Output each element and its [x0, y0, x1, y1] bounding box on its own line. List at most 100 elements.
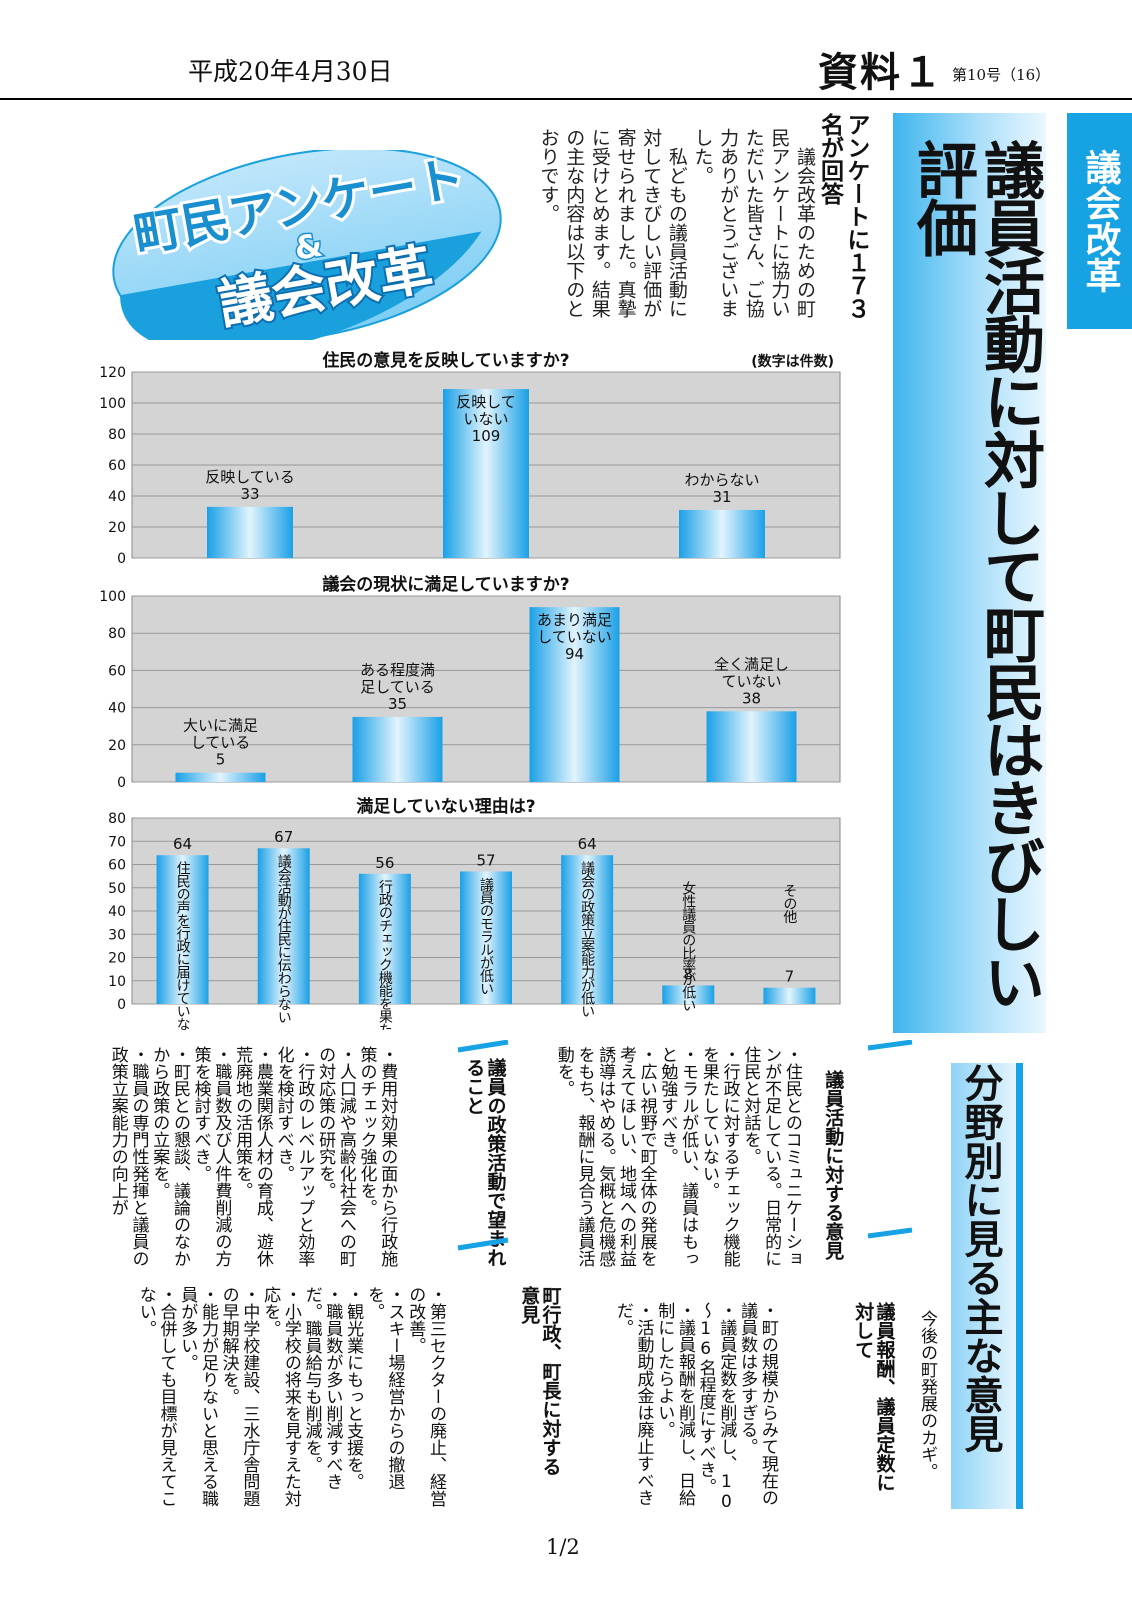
list-item: ・職員数及び人件費削減の方策を検討すべき。: [190, 1046, 232, 1267]
list-item: ・中学校建設、三水庁舎問題の早期解決を。: [218, 1286, 260, 1507]
bar: [679, 509, 765, 558]
bar: [529, 607, 620, 782]
y-tick-label: 40: [108, 489, 126, 505]
bar: [561, 855, 614, 1004]
bar: [443, 389, 529, 558]
bar-category-label: している: [191, 734, 251, 752]
opinion-group-2: 議員報酬、議員定数に対して: [852, 1302, 895, 1502]
list-item: ・スキー場経営からの撤退を。: [363, 1286, 405, 1490]
opinion-group-4-items: ・第三セクターの廃止、経営の改善。 ・スキー場経営からの撤退を。 ・観光業にもっ…: [135, 1286, 446, 1516]
bar-value-label: 56: [375, 854, 394, 872]
y-tick-label: 80: [108, 626, 126, 642]
document-label: 資料１: [818, 50, 944, 96]
y-tick-label: 0: [117, 551, 126, 567]
list-item: ・町の規模からみて現在の議員数は多すぎる。: [737, 1302, 778, 1506]
opinion-group-2-items: ・町の規模からみて現在の議員数は多すぎる。 ・議員定数を削減し、10～16名程度…: [612, 1302, 778, 1517]
label-strokes: [457, 1040, 913, 1251]
bar-value-label: 31: [712, 488, 731, 506]
group-label-2: 議員報酬、議員定数に対して: [852, 1302, 896, 1492]
group-label-3: 議員の政策活動で望まれること: [463, 1058, 507, 1267]
bar-value-label: 35: [388, 695, 407, 713]
bar-category-label: 足している: [360, 678, 435, 696]
list-item: ・行政に対するチェック機能を果たしていない。: [698, 1046, 740, 1267]
list-item: ・議員定数を削減し、10～16名程度にすべき。: [695, 1302, 737, 1512]
opinion-group-3: 議員の政策活動で望まれること: [463, 1058, 506, 1268]
bar: [460, 871, 512, 1004]
bar: [763, 987, 816, 1004]
bar: [257, 848, 310, 1004]
bar-value-label: 64: [578, 835, 597, 853]
list-item: ・活動助成金は廃止すべきだ。: [612, 1302, 654, 1506]
header-date: 平成20年4月30日: [188, 57, 393, 86]
bar: [175, 772, 266, 782]
list-item: ・小学校の将来を見すえた対応を。: [260, 1286, 301, 1507]
y-tick-label: 120: [99, 365, 126, 381]
bar-value-label: 64: [173, 835, 192, 853]
bar: [352, 716, 443, 782]
bar-category-label: ある程度満: [360, 661, 435, 679]
bar-value-label: 33: [240, 485, 259, 503]
list-item: ・住民とのコミュニケーションが不足している。日常的に住民と対話を。: [740, 1046, 802, 1267]
bar-category-label: していない: [537, 628, 612, 646]
list-item: ・議員報酬を削減し、日給制にしたらよい。: [654, 1302, 695, 1506]
chart-note: (数字は件数): [751, 353, 834, 370]
group-label-4: 町行政、町長に対する意見: [518, 1286, 562, 1476]
bar-value-label: 38: [742, 689, 761, 707]
list-item: ・モラルが低い、議員はもっと勉強すべき。: [657, 1046, 699, 1267]
bar-category-label: 全く満足し: [714, 655, 789, 673]
y-tick-label: 30: [108, 927, 126, 943]
bar-value-label: 5: [216, 751, 226, 769]
issue-number: 第10号（16）: [952, 66, 1051, 84]
y-tick-label: 80: [108, 811, 126, 827]
bar: [156, 855, 209, 1004]
list-item: ・費用対効果の面から行政施策のチェック強化を。: [356, 1046, 398, 1267]
chart-title: 満足していない理由は?: [356, 796, 535, 817]
group-label-1: 議員活動に対する意見: [822, 1070, 845, 1260]
y-tick-label: 40: [108, 701, 126, 717]
bar-value-label: 7: [785, 968, 795, 986]
list-item: ・合併しても目標が見えてこない。: [135, 1286, 177, 1507]
opinion-group-1-items: ・住民とのコミュニケーションが不足している。日常的に住民と対話を。 ・行政に対す…: [553, 1046, 802, 1268]
list-item: ・能力が足りないと思える職員が多い。: [177, 1286, 218, 1507]
bar-value-label: 67: [274, 828, 293, 846]
bar-category-label: その他: [781, 884, 797, 925]
list-item: ・広い視野で町全体の発展を考えてほしい、地域への利益誘導はやめる。気概と危機感を…: [553, 1046, 657, 1267]
headline: 議員活動に対して町民はきびしい評価: [905, 139, 1044, 1009]
list-item: ・行政のレベルアップと効率化を検討すべき。: [273, 1046, 315, 1267]
y-tick-label: 20: [108, 738, 126, 754]
bar: [706, 711, 797, 782]
page-number: 1/2: [546, 1535, 580, 1559]
y-tick-label: 20: [108, 520, 126, 536]
y-tick-label: 40: [108, 904, 126, 920]
list-item: ・職員数が多い削減すべきだ。職員給与も削減を。: [301, 1286, 343, 1490]
opinion-group-1: 議員活動に対する意見: [822, 1066, 845, 1266]
y-tick-label: 60: [108, 458, 126, 474]
bar-category-label: 女性議員の比率が低い: [680, 881, 696, 1012]
y-tick-label: 20: [108, 951, 126, 967]
y-tick-label: 100: [99, 396, 126, 412]
chart-title: 住民の意見を反映していますか?: [322, 350, 569, 371]
bar-category-label: 反映している: [205, 468, 295, 486]
bar-category-label: 議員のモラルが低い: [478, 877, 494, 995]
bar: [207, 506, 293, 558]
category-tag: 議会改革: [1067, 113, 1132, 329]
lead-paragraph-2: 私どもの議員活動に対してきびしい評価が寄せられました。真摯に受けとめます。結果の…: [537, 128, 688, 318]
bar: [358, 873, 411, 1004]
bar-category-label: いない: [463, 410, 508, 428]
bar-category-label: 議会の政策立案能力が低い: [579, 861, 595, 1018]
bar-category-label: 反映して: [456, 393, 516, 411]
y-tick-label: 70: [108, 834, 126, 850]
bar-category-label: わからない: [684, 471, 759, 489]
survey-charts: 住民の意見を反映していますか? (数字は件数) 0 20 40 60 80 100 120 反映し…: [99, 350, 841, 1030]
opinion-group-3-items: ・費用対効果の面から行政施策のチェック強化を。 ・人口減や高齢化社会への町の対応…: [107, 1046, 398, 1268]
bar-category-label: 大いに満足: [183, 717, 258, 735]
bar-category-label: あまり満足: [537, 611, 612, 629]
bar-category-label: ていない: [721, 672, 781, 690]
y-tick-label: 50: [108, 881, 126, 897]
y-tick-label: 100: [99, 589, 126, 605]
bar-category-label: 住民の声を行政に届けていない: [175, 861, 191, 1030]
y-tick-label: 80: [108, 427, 126, 443]
section-title: 分野別に見る主な意見: [958, 1063, 1003, 1453]
survey-badge: 町民アンケート & 議会改革: [112, 150, 506, 340]
lead-title: アンケートに１７３名が回答: [816, 113, 869, 320]
